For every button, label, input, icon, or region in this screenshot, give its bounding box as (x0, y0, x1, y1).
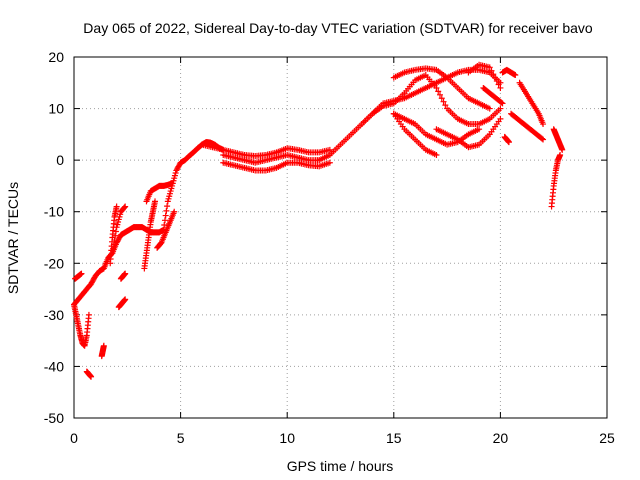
data-point (164, 203, 171, 210)
data-point (559, 146, 566, 153)
series-arc-26 (508, 110, 547, 143)
series-arc-2 (71, 301, 92, 349)
series-arc-20 (390, 110, 440, 158)
data-point (486, 64, 493, 71)
series-arc-28 (550, 126, 566, 153)
y-tick-label: -10 (44, 204, 64, 220)
data-point (122, 270, 129, 277)
data-point (512, 72, 519, 79)
data-point (490, 71, 497, 78)
series-arc-23 (480, 84, 506, 107)
data-point (440, 98, 447, 105)
data-points (71, 61, 566, 380)
series-arc-16 (316, 72, 504, 164)
data-point (540, 136, 547, 143)
data-point (161, 217, 168, 224)
data-point (85, 311, 92, 318)
data-point (497, 115, 504, 122)
data-point (100, 342, 107, 349)
series-arc-17 (358, 66, 504, 128)
data-point (476, 126, 483, 133)
plot-frame (73, 56, 608, 419)
data-point (497, 84, 504, 91)
x-tick-label: 25 (599, 430, 615, 446)
data-point (122, 203, 129, 210)
chart-title: Day 065 of 2022, Sidereal Day-to-day VTE… (83, 20, 593, 36)
series-arc-3 (72, 270, 85, 282)
data-point (505, 139, 512, 146)
data-point (78, 270, 85, 277)
data-point (171, 208, 178, 215)
data-point (433, 84, 440, 91)
series-arc-9 (117, 270, 129, 282)
y-tick-label: 0 (56, 152, 64, 168)
y-tick-label: -50 (44, 410, 64, 426)
data-point (326, 159, 333, 166)
series-arc-10 (141, 198, 159, 272)
series-arc-24 (499, 66, 519, 79)
grid (74, 57, 607, 418)
data-point (162, 212, 169, 219)
series-arc-1 (71, 139, 227, 308)
x-tick-label: 20 (493, 430, 509, 446)
data-point (498, 99, 505, 106)
series-arc-15 (220, 159, 333, 174)
y-tick-label: -30 (44, 307, 64, 323)
y-tick-label: 10 (48, 101, 64, 117)
series-arc-4 (83, 368, 95, 380)
data-point (486, 105, 493, 112)
series-arc-11 (143, 180, 176, 205)
data-point (112, 228, 119, 235)
y-tick-label: -20 (44, 255, 64, 271)
series-arc-25 (501, 133, 512, 146)
series-arc-19 (390, 110, 483, 148)
data-point (435, 88, 442, 95)
series-arc-8 (115, 296, 129, 311)
data-point (152, 198, 159, 205)
y-tick-label: -40 (44, 358, 64, 374)
series-arc-22 (465, 61, 504, 91)
y-tick-labels: -50 -40 -30 -20 -10 0 10 20 (44, 49, 64, 426)
data-point (121, 204, 128, 211)
x-tick-label: 5 (177, 430, 185, 446)
axis-ticks (73, 56, 608, 419)
series-arc-21 (433, 115, 504, 151)
x-tick-labels: 0 5 10 15 20 25 (70, 430, 615, 446)
series-arc-27 (516, 79, 547, 128)
data-point (497, 105, 504, 112)
data-point (438, 95, 445, 102)
data-point (488, 67, 495, 74)
y-tick-label: 20 (48, 49, 64, 65)
series-arc-13 (198, 141, 333, 160)
series-arc-18 (390, 65, 493, 112)
data-point (499, 100, 506, 107)
data-point (540, 121, 547, 128)
data-point (495, 81, 502, 88)
data-point (169, 180, 176, 187)
series-arc-29 (548, 151, 564, 210)
data-point (113, 203, 120, 210)
series-arc-7 (107, 203, 120, 267)
series-arc-5 (98, 342, 107, 360)
x-tick-label: 10 (279, 430, 295, 446)
data-point (442, 102, 449, 109)
series-arc-12 (154, 208, 178, 251)
data-point (88, 373, 95, 380)
data-point (557, 151, 564, 158)
x-axis-label: GPS time / hours (287, 458, 394, 474)
data-point (433, 151, 440, 158)
data-point (538, 135, 545, 142)
data-point (326, 146, 333, 153)
y-axis-label: SDTVAR / TECUs (5, 182, 21, 294)
data-point (493, 78, 500, 85)
data-point (163, 207, 170, 214)
data-point (492, 74, 499, 81)
x-tick-label: 15 (386, 430, 402, 446)
x-tick-label: 0 (70, 430, 78, 446)
data-point (436, 91, 443, 98)
data-point (122, 296, 129, 303)
